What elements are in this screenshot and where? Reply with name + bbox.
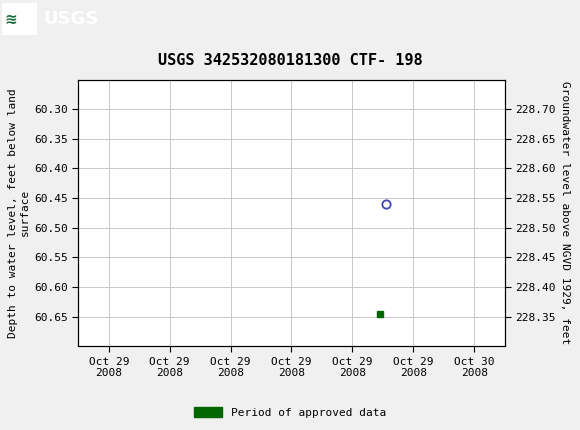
Legend: Period of approved data: Period of approved data — [190, 403, 390, 422]
Text: ≋: ≋ — [4, 12, 17, 27]
Y-axis label: Depth to water level, feet below land
surface: Depth to water level, feet below land su… — [8, 88, 30, 338]
Bar — [2, 3, 37, 35]
Text: USGS: USGS — [44, 10, 99, 28]
Text: USGS 342532080181300 CTF- 198: USGS 342532080181300 CTF- 198 — [158, 53, 422, 68]
Y-axis label: Groundwater level above NGVD 1929, feet: Groundwater level above NGVD 1929, feet — [560, 81, 570, 344]
